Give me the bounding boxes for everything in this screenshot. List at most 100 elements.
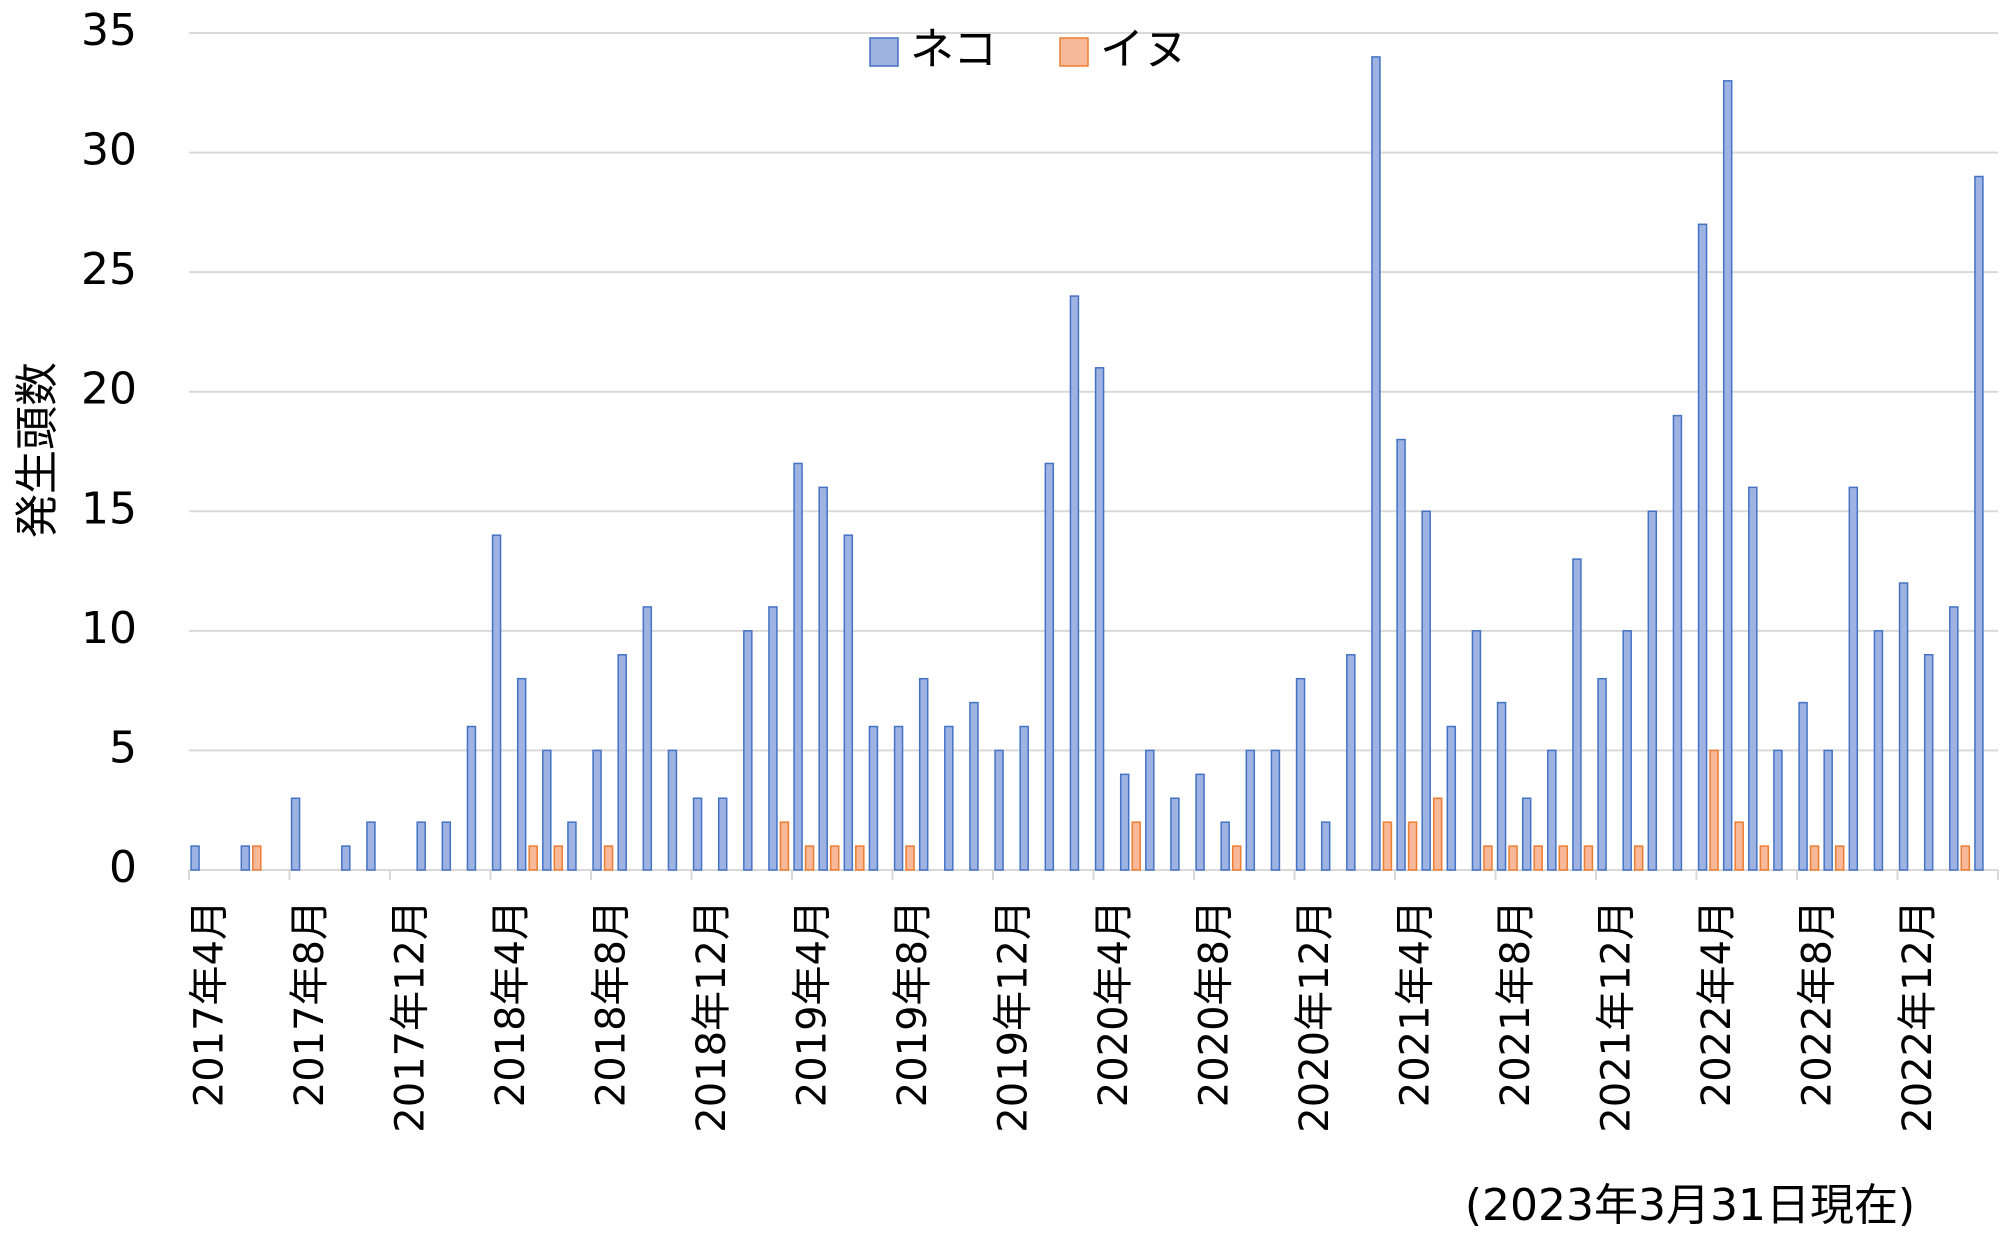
- bar: [1094, 367, 1105, 871]
- bar: [1722, 80, 1733, 871]
- bar: [994, 749, 1004, 871]
- x-tick-label: 2019年8月: [890, 900, 936, 1107]
- bar: [1371, 56, 1381, 871]
- bar: [290, 797, 301, 871]
- bar: [692, 797, 703, 871]
- bar: [818, 486, 828, 871]
- x-tick-label: 2021年4月: [1393, 900, 1439, 1107]
- y-tick-label: 20: [81, 364, 137, 415]
- bar: [1823, 749, 1833, 871]
- x-tick-label: 2018年4月: [488, 900, 534, 1107]
- bar: [1647, 510, 1658, 871]
- bar: [743, 630, 753, 871]
- bar: [1407, 821, 1418, 871]
- bar: [240, 845, 251, 871]
- x-tick-label: 2022年4月: [1694, 900, 1740, 1107]
- bar: [667, 749, 678, 871]
- bar: [944, 725, 954, 871]
- y-tick-label: 25: [81, 244, 137, 295]
- bar: [1834, 845, 1845, 871]
- annotation: (2023年3月31日現在): [1465, 1180, 1915, 1231]
- bar: [793, 462, 803, 871]
- bar: [1748, 486, 1758, 871]
- bar: [804, 845, 815, 871]
- bar: [1069, 295, 1080, 871]
- bar: [1974, 175, 1984, 871]
- bar: [603, 845, 614, 871]
- bar: [252, 845, 262, 871]
- bar: [1709, 749, 1719, 871]
- bar: [642, 606, 653, 871]
- bar: [1809, 845, 1820, 871]
- bar: [416, 821, 426, 871]
- bar: [491, 534, 502, 871]
- x-tick-label: 2021年8月: [1493, 900, 1539, 1107]
- x-tick-label: 2018年8月: [589, 900, 635, 1107]
- legend-swatch: [869, 37, 899, 67]
- x-tick-label: 2022年8月: [1795, 900, 1841, 1107]
- bar: [1583, 845, 1594, 871]
- bar: [441, 821, 452, 871]
- bar: [918, 677, 929, 871]
- bar: [1421, 510, 1431, 871]
- bar: [466, 725, 477, 871]
- bar: [1572, 558, 1582, 871]
- bar: [1295, 677, 1306, 871]
- bar: [1471, 630, 1482, 871]
- bar: [1672, 414, 1683, 871]
- bar: [592, 749, 602, 871]
- bar: [868, 725, 879, 871]
- bar: [1170, 797, 1180, 871]
- bar: [1131, 821, 1141, 871]
- y-tick-label: 15: [81, 483, 137, 534]
- bar: [1873, 630, 1884, 871]
- bar: [366, 821, 376, 871]
- bar: [1019, 725, 1029, 871]
- bar: [1547, 749, 1557, 871]
- legend-label: イヌ: [1100, 24, 1188, 75]
- bar: [1432, 797, 1443, 871]
- bar: [1633, 845, 1644, 871]
- x-tick-label: 2022年12月: [1895, 900, 1941, 1133]
- bar: [855, 845, 865, 871]
- bar: [905, 845, 915, 871]
- bar: [779, 821, 790, 871]
- bar: [1949, 606, 1959, 871]
- x-tick-label: 2020年8月: [1192, 900, 1238, 1107]
- bar: [1044, 462, 1055, 871]
- bar: [829, 845, 840, 871]
- bar: [528, 845, 538, 871]
- bar: [1521, 797, 1532, 871]
- bar: [1622, 630, 1632, 871]
- legend-label: ネコ: [910, 24, 997, 75]
- bar: [1245, 749, 1256, 871]
- bar: [893, 725, 904, 871]
- bar: [1396, 438, 1406, 871]
- bar: [516, 677, 527, 871]
- bar: [1558, 845, 1569, 871]
- x-tick-label: 2020年4月: [1091, 900, 1137, 1107]
- bar: [1382, 821, 1393, 871]
- x-tick-label: 2017年8月: [287, 900, 333, 1107]
- x-tick-label: 2018年12月: [689, 900, 735, 1133]
- y-tick-label: 30: [81, 125, 137, 176]
- y-tick-label: 5: [109, 722, 137, 773]
- bar: [843, 534, 854, 871]
- bar: [617, 654, 627, 871]
- y-tick-label: 10: [81, 603, 137, 654]
- bar: [1195, 773, 1205, 871]
- bar: [1346, 654, 1356, 871]
- bar: [717, 797, 728, 871]
- bar: [1119, 773, 1130, 871]
- bar: [1446, 725, 1457, 871]
- bar: [1734, 821, 1744, 871]
- bar: [1145, 749, 1155, 871]
- bar: [1508, 845, 1518, 871]
- x-tick-label: 2019年4月: [790, 900, 836, 1107]
- bar: [1798, 701, 1808, 871]
- bar: [1773, 749, 1783, 871]
- bar: [1220, 821, 1230, 871]
- bar: [1483, 845, 1493, 871]
- bar: [1848, 486, 1859, 871]
- bar: [969, 701, 979, 871]
